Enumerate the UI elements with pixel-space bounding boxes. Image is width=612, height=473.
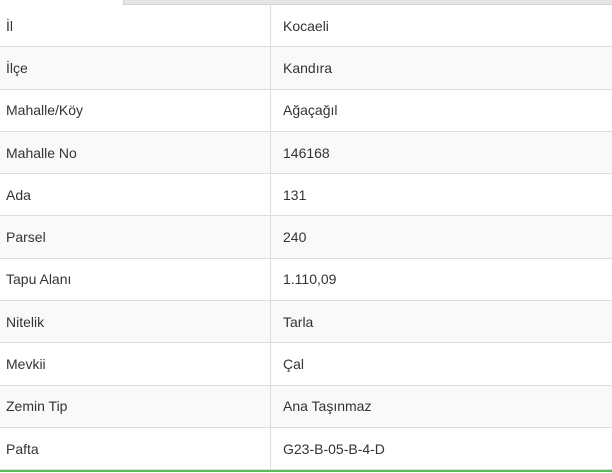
table-row: İl Kocaeli xyxy=(0,5,612,48)
row-value: Ana Taşınmaz xyxy=(270,385,612,428)
row-label: Pafta xyxy=(0,427,271,471)
table-row: Pafta G23-B-05-B-4-D xyxy=(0,427,612,471)
row-value: 146168 xyxy=(270,131,612,175)
row-value: 131 xyxy=(270,173,612,217)
row-label: Parsel xyxy=(0,215,271,259)
inactive-tab-area[interactable] xyxy=(123,0,612,5)
table-row: Mevkii Çal xyxy=(0,342,612,386)
table-row: Ada 131 xyxy=(0,173,612,217)
row-value: 240 xyxy=(270,215,612,259)
row-value: Çal xyxy=(270,342,612,386)
table-row: İlçe Kandıra xyxy=(0,46,612,90)
row-label: Mevkii xyxy=(0,342,271,386)
row-label: Tapu Alanı xyxy=(0,258,271,302)
table-row: Parsel 240 xyxy=(0,215,612,259)
row-value: Ağaçağıl xyxy=(270,89,612,132)
active-tab[interactable] xyxy=(0,0,123,5)
table-row: Mahalle/Köy Ağaçağıl xyxy=(0,89,612,132)
row-value: Tarla xyxy=(270,300,612,344)
row-label: Mahalle/Köy xyxy=(0,89,271,132)
table-row: Zemin Tip Ana Taşınmaz xyxy=(0,385,612,428)
row-label: Nitelik xyxy=(0,300,271,344)
row-label: Zemin Tip xyxy=(0,385,271,428)
row-value: Kandıra xyxy=(270,46,612,90)
row-label: Ada xyxy=(0,173,271,217)
table-row: Nitelik Tarla xyxy=(0,300,612,344)
row-value: G23-B-05-B-4-D xyxy=(270,427,612,471)
table-row: Mahalle No 146168 xyxy=(0,131,612,175)
row-label: İlçe xyxy=(0,46,271,90)
accent-divider xyxy=(0,470,612,472)
tab-bar xyxy=(0,0,612,5)
table-row: Tapu Alanı 1.110,09 xyxy=(0,258,612,302)
row-label: Mahalle No xyxy=(0,131,271,175)
row-value: Kocaeli xyxy=(270,5,612,48)
parcel-info-table: İl Kocaeli İlçe Kandıra Mahalle/Köy Ağaçağıl M… xyxy=(0,5,612,471)
row-value: 1.110,09 xyxy=(270,258,612,302)
row-label: İl xyxy=(0,5,271,48)
